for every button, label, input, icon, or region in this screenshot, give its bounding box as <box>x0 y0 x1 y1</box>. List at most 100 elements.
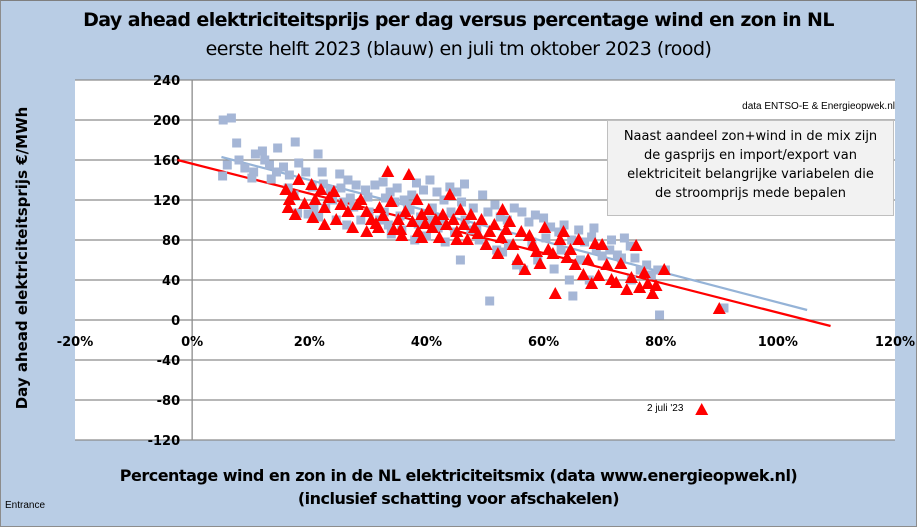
chart-subtitle: eerste helft 2023 (blauw) en juli tm okt… <box>205 38 712 60</box>
data-point-triangle <box>629 239 643 251</box>
data-point-triangle <box>425 221 439 233</box>
data-point-square <box>378 177 388 187</box>
data-point-triangle <box>624 271 638 283</box>
text-box-line: de stroomprijs mede bepalen <box>655 186 846 201</box>
data-point-square <box>290 137 300 147</box>
data-point-square <box>405 205 415 215</box>
data-point-triangle <box>487 218 501 230</box>
data-point-square <box>655 310 665 320</box>
data-point-square <box>559 220 569 230</box>
data-point-triangle <box>318 201 332 213</box>
data-point-square <box>433 223 443 233</box>
data-point-square <box>498 247 508 257</box>
data-point-triangle <box>450 233 464 245</box>
y-tick-label: 160 <box>153 154 180 169</box>
data-point-square <box>318 179 328 189</box>
x-tick-label: 0% <box>181 335 203 350</box>
data-point-square <box>549 264 559 274</box>
data-point-square <box>385 187 395 197</box>
y-axis-label: Day ahead elektriciteitsprijs €/MWh <box>13 106 31 410</box>
data-point-triangle <box>402 168 416 180</box>
data-point-square <box>399 195 409 205</box>
data-point-triangle <box>533 257 547 269</box>
data-point-triangle <box>329 213 343 225</box>
data-point-triangle <box>381 165 395 177</box>
data-point-square <box>580 237 590 247</box>
data-point-triangle <box>609 276 623 288</box>
data-point-triangle <box>354 193 368 205</box>
data-point-square <box>539 213 549 223</box>
data-point-square <box>363 192 373 202</box>
data-point-triangle <box>443 188 457 200</box>
data-point-square <box>271 167 281 177</box>
data-point-square <box>370 180 380 190</box>
data-point-square <box>597 251 607 261</box>
data-point-square <box>460 179 469 189</box>
data-point-square <box>719 303 729 313</box>
y-tick-label: -40 <box>157 354 181 369</box>
data-point-square <box>530 210 540 220</box>
data-point-triangle <box>453 203 467 215</box>
data-point-square <box>226 113 236 123</box>
data-point-square <box>232 138 242 148</box>
data-point-triangle <box>418 217 432 229</box>
data-point-triangle <box>415 231 429 243</box>
data-point-triangle <box>279 183 293 195</box>
data-point-triangle <box>376 209 390 221</box>
tick-labels: 240 200 160 120 80 40 0 -40 -80 -120 -20% 0% 20% 40% 6… <box>57 74 915 449</box>
data-point-triangle <box>494 231 508 243</box>
data-point-square <box>568 291 578 301</box>
text-box-line: de gasprijs en import/export van <box>644 148 857 163</box>
data-point-triangle <box>391 213 405 225</box>
data-point-square <box>446 207 456 217</box>
data-point-square <box>361 185 371 195</box>
data-point-triangle <box>572 233 586 245</box>
data-point-square <box>616 253 626 263</box>
data-point-triangle <box>560 251 574 263</box>
data-point-square <box>240 163 250 173</box>
data-point-square <box>325 185 335 195</box>
y-tick-label: -80 <box>157 394 181 409</box>
data-point-square <box>554 227 564 237</box>
data-point-square <box>234 155 244 165</box>
data-point-square <box>452 187 462 197</box>
data-point-triangle <box>657 263 671 275</box>
data-point-triangle <box>471 227 485 239</box>
footer-label: Entrance <box>5 500 46 511</box>
x-tick-label: 100% <box>758 335 798 350</box>
data-point-square <box>509 203 519 213</box>
data-point-triangle <box>410 193 424 205</box>
data-point-triangle <box>360 225 374 237</box>
data-point-triangle <box>712 302 726 314</box>
data-point-triangle <box>646 287 660 299</box>
data-point-square <box>635 265 645 275</box>
data-point-square <box>575 255 585 265</box>
data-point-square <box>564 275 574 285</box>
data-point-triangle <box>553 233 567 245</box>
data-point-square <box>301 167 311 177</box>
data-point-triangle <box>384 195 398 207</box>
data-point-triangle <box>287 188 301 200</box>
data-point-triangle <box>439 218 453 230</box>
data-point-square <box>587 232 597 242</box>
data-point-square <box>345 193 355 203</box>
data-point-triangle <box>511 253 525 265</box>
gridlines <box>75 79 895 441</box>
x-tick-label: -20% <box>57 335 94 350</box>
data-point-square <box>338 197 348 207</box>
data-point-square <box>427 203 437 213</box>
data-point-triangle <box>564 243 578 255</box>
x-tick-label: 120% <box>875 335 915 350</box>
data-point-triangle <box>499 223 513 235</box>
data-point-square <box>589 223 599 233</box>
data-point-square <box>483 207 493 217</box>
data-point-triangle <box>457 218 471 230</box>
explanation-text-box: Naast aandeel zon+wind in de mix zijn de… <box>607 120 894 216</box>
data-point-square <box>421 231 431 241</box>
data-point-triangle <box>641 277 655 289</box>
data-point-square <box>503 239 513 249</box>
data-point-square <box>567 235 577 245</box>
data-point-square <box>284 170 294 180</box>
data-point-triangle <box>491 247 505 259</box>
